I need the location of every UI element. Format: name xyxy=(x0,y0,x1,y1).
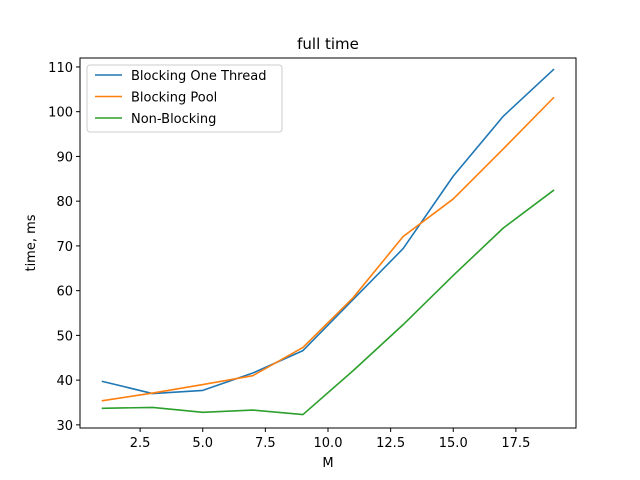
y-tick-label: 30 xyxy=(56,419,73,434)
x-tick-label: 2.5 xyxy=(130,436,151,451)
series-line-0 xyxy=(101,68,555,395)
y-tick-label: 70 xyxy=(56,240,73,255)
y-tick-label: 40 xyxy=(56,374,73,389)
series-lines xyxy=(101,68,555,416)
chart-title: full time xyxy=(297,35,359,53)
legend-label: Non-Blocking xyxy=(131,112,216,127)
y-tick-label: 110 xyxy=(48,61,73,76)
x-tick-label: 15.0 xyxy=(439,436,468,451)
x-tick-label: 17.5 xyxy=(501,436,530,451)
x-axis-ticks: 2.5 5.0 7.5 10.0 12.5 15.0 17.5 xyxy=(130,428,530,451)
legend-box xyxy=(86,64,283,133)
y-tick-label: 100 xyxy=(48,106,73,121)
x-tick-label: 5.0 xyxy=(192,436,213,451)
y-tick-label: 90 xyxy=(56,150,73,165)
series-line-2 xyxy=(101,189,555,416)
legend: Blocking One Thread Blocking Pool Non-Bloc… xyxy=(86,64,283,133)
y-axis-label: time, ms xyxy=(24,214,39,271)
legend-label: Blocking Pool xyxy=(131,91,217,106)
x-tick-label: 10.0 xyxy=(314,436,343,451)
legend-label: Blocking One Thread xyxy=(131,69,266,84)
series-line-1 xyxy=(101,96,555,402)
x-tick-label: 7.5 xyxy=(255,436,276,451)
y-tick-label: 60 xyxy=(56,285,73,300)
y-tick-label: 50 xyxy=(56,329,73,344)
x-tick-label: 12.5 xyxy=(376,436,405,451)
y-tick-label: 80 xyxy=(56,195,73,210)
x-axis-label: M xyxy=(322,456,333,471)
y-axis-ticks: 30 40 50 60 70 80 90 100 110 xyxy=(48,61,80,434)
